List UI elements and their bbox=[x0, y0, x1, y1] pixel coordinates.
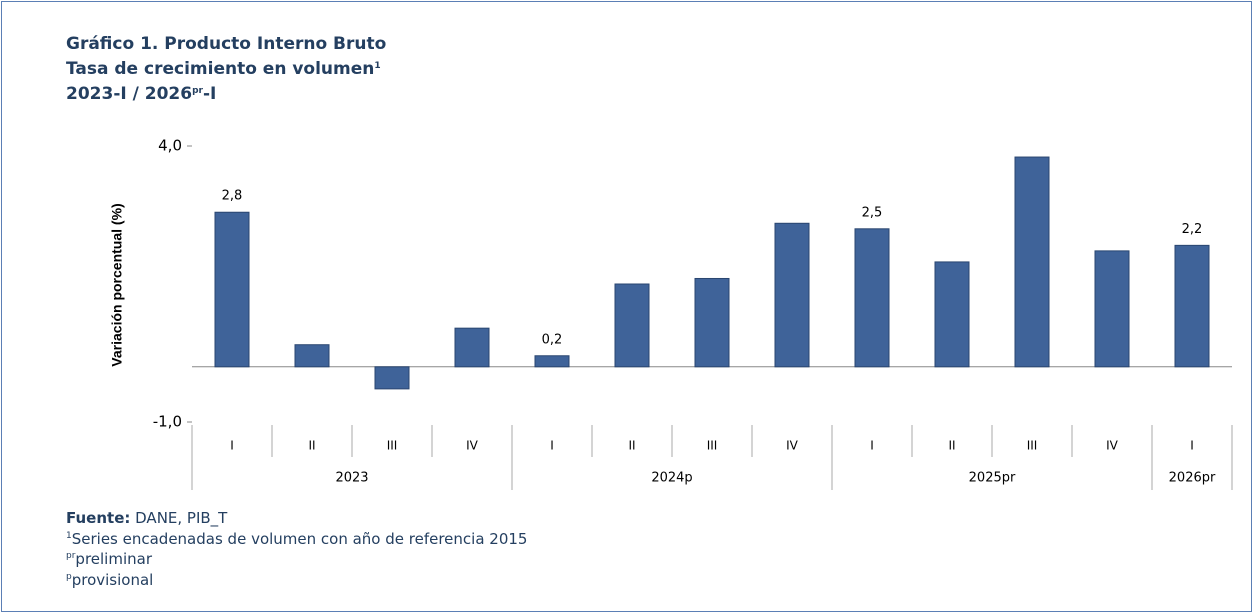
period: 2023-I / 2026pr-I bbox=[66, 82, 386, 107]
source-label: Fuente: bbox=[66, 509, 131, 527]
x-tick-label: II bbox=[628, 439, 635, 453]
value-label: 0,2 bbox=[542, 332, 563, 347]
superscript: pr bbox=[192, 86, 203, 96]
group-label: 2024p bbox=[651, 471, 692, 486]
x-tick-label: IV bbox=[1106, 439, 1119, 453]
superscript: pr bbox=[66, 551, 76, 561]
bar bbox=[454, 327, 490, 368]
bar bbox=[374, 366, 410, 390]
subtitle-text: Tasa de crecimiento en volumen bbox=[66, 59, 375, 79]
x-tick-label: I bbox=[1190, 439, 1194, 453]
superscript: p bbox=[66, 571, 72, 582]
footer: Fuente: DANE, PIB_T 1Series encadenadas … bbox=[66, 508, 527, 590]
group-label: 2023 bbox=[335, 471, 368, 486]
note-text: provisional bbox=[71, 570, 154, 589]
x-tick-label: IV bbox=[466, 439, 479, 453]
value-label: 2,8 bbox=[222, 189, 243, 204]
bar bbox=[694, 277, 730, 368]
superscript: 1 bbox=[66, 530, 72, 541]
y-tick-label: -1,0 bbox=[153, 413, 182, 431]
note-text: Series encadenadas de volumen con año de… bbox=[71, 529, 528, 548]
x-tick-label: III bbox=[387, 439, 398, 453]
source-text: DANE, PIB_T bbox=[130, 509, 228, 527]
x-tick-label: I bbox=[550, 439, 554, 453]
y-tick-label: 4,0 bbox=[158, 137, 182, 155]
superscript: 1 bbox=[374, 61, 381, 71]
note-text: preliminar bbox=[75, 550, 152, 568]
bar bbox=[534, 355, 570, 368]
bar bbox=[1174, 244, 1210, 368]
source: Fuente: DANE, PIB_T bbox=[66, 508, 527, 529]
y-axis-label: Variación porcentual (%) bbox=[109, 203, 125, 366]
x-tick-label: IV bbox=[786, 439, 799, 453]
bar bbox=[1094, 250, 1130, 368]
note: 1Series encadenadas de volumen con año d… bbox=[66, 529, 527, 550]
x-tick-label: II bbox=[948, 439, 955, 453]
bar bbox=[614, 283, 650, 368]
group-label: 2025pr bbox=[969, 471, 1016, 486]
bar bbox=[1014, 156, 1050, 368]
bar bbox=[854, 228, 890, 368]
x-tick-label: I bbox=[870, 439, 874, 453]
x-tick-label: I bbox=[230, 439, 234, 453]
header: Gráfico 1. Producto Interno Bruto Tasa d… bbox=[66, 32, 386, 107]
value-label: 2,5 bbox=[862, 205, 883, 220]
bar bbox=[934, 261, 970, 368]
note: pprovisional bbox=[66, 570, 527, 591]
x-tick-label: II bbox=[308, 439, 315, 453]
bar bbox=[214, 211, 250, 368]
group-label: 2026pr bbox=[1169, 471, 1216, 486]
bar bbox=[774, 222, 810, 368]
subtitle: Tasa de crecimiento en volumen1 bbox=[66, 57, 386, 82]
x-tick-label: III bbox=[707, 439, 718, 453]
title: Gráfico 1. Producto Interno Bruto bbox=[66, 34, 387, 54]
x-tick-label: III bbox=[1027, 439, 1038, 453]
value-label: 2,2 bbox=[1182, 222, 1203, 237]
period-end: -I bbox=[202, 84, 217, 104]
note: prpreliminar bbox=[66, 549, 527, 570]
bar bbox=[294, 344, 330, 368]
period-start: 2023-I / 2026 bbox=[66, 84, 193, 104]
